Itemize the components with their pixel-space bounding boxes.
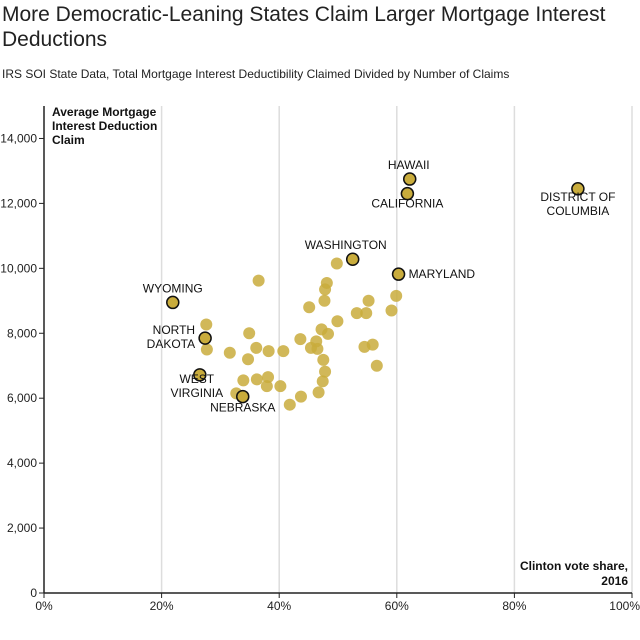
data-point (319, 365, 332, 378)
highlighted-point (166, 295, 180, 310)
y-tick-label: 4,000 (7, 456, 37, 470)
data-point (366, 338, 379, 351)
data-point (370, 359, 383, 372)
data-point (262, 371, 275, 384)
x-tick-label: 80% (502, 599, 526, 613)
point-labels: DISTRICT OF COLUMBIA HAWAII CALIFORNIA WASHI… (143, 158, 616, 415)
data-point (303, 301, 316, 314)
highlighted-point (198, 331, 212, 345)
y-tick-label: 0 (30, 586, 37, 600)
data-point (331, 315, 344, 328)
y-tick-label: 14,000 (0, 131, 37, 145)
data-point (252, 274, 265, 287)
data-point (277, 345, 290, 358)
data-point (317, 353, 330, 366)
highlighted-point (571, 182, 585, 196)
point-label: NORTH DAKOTA (147, 323, 195, 351)
point-label: WASHINGTON (305, 238, 387, 252)
x-tick-label: 0% (35, 599, 53, 613)
data-point (330, 257, 343, 270)
point-label: NEBRASKA (210, 401, 275, 415)
y-tick-label: 10,000 (0, 261, 37, 275)
highlighted-point (235, 389, 250, 404)
x-tick-label: 20% (150, 599, 174, 613)
data-point (283, 398, 296, 411)
data-point (320, 276, 333, 289)
x-tick-label: 40% (267, 599, 291, 613)
data-point (362, 294, 375, 307)
point-label: DISTRICT OF COLUMBIA (540, 190, 615, 218)
data-point (250, 341, 263, 354)
point-label: WYOMING (143, 281, 203, 295)
data-points (166, 172, 585, 411)
axes (43, 106, 632, 594)
data-point (316, 375, 329, 388)
point-label: MARYLAND (409, 267, 476, 281)
highlighted-point (391, 267, 406, 281)
data-point (350, 307, 363, 320)
data-point (294, 333, 307, 346)
data-point (262, 345, 275, 358)
data-point (318, 294, 331, 307)
data-point (385, 304, 398, 317)
y-tick-label: 6,000 (7, 391, 37, 405)
data-point (294, 390, 307, 403)
chart-subtitle: IRS SOI State Data, Total Mortgage Inter… (2, 67, 510, 81)
data-point (310, 335, 323, 348)
data-point (250, 373, 263, 386)
y-tick-label: 2,000 (7, 521, 37, 535)
data-point (274, 380, 287, 393)
x-tick-label: 100% (609, 599, 640, 613)
data-point (243, 327, 256, 340)
data-point (260, 380, 273, 393)
data-point (200, 343, 213, 356)
data-point (360, 307, 373, 320)
data-point (315, 323, 328, 336)
x-axis-title: Clinton vote share, 2016 (520, 559, 628, 588)
highlighted-point (400, 186, 415, 201)
y-tick-label: 12,000 (0, 196, 37, 210)
data-point (312, 386, 325, 399)
data-point (242, 353, 255, 366)
x-tick-label: 60% (385, 599, 409, 613)
data-point (223, 346, 236, 359)
data-point (200, 318, 213, 331)
data-point (390, 289, 403, 302)
highlighted-point (345, 252, 360, 266)
highlighted-point (402, 172, 417, 186)
y-axis-title: Average Mortgage Interest Deduction Claim (52, 105, 157, 147)
highlighted-point (193, 368, 207, 382)
point-label: HAWAII (388, 158, 430, 172)
point-label: WEST VIRGINIA (170, 372, 223, 400)
tick-labels: 0 2,000 4,000 6,000 8,000 10,000 12,000 14,000 0… (0, 131, 640, 613)
chart-title: More Democratic-Leaning States Claim Lar… (2, 3, 606, 51)
data-point (237, 374, 250, 387)
y-tick-label: 8,000 (7, 326, 37, 340)
point-label: CALIFORNIA (371, 197, 443, 211)
